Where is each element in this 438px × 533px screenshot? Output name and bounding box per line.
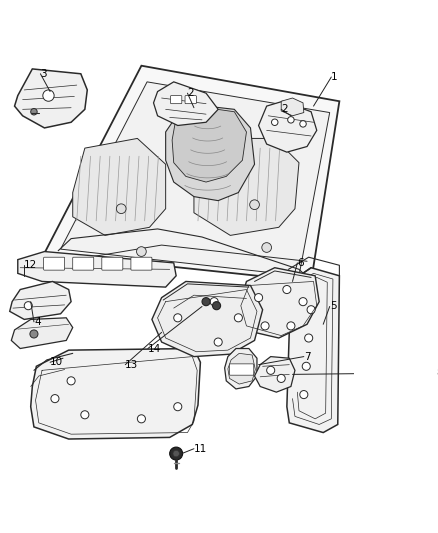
Polygon shape bbox=[10, 281, 71, 319]
Circle shape bbox=[272, 119, 278, 125]
FancyBboxPatch shape bbox=[230, 364, 254, 375]
Text: 6: 6 bbox=[297, 258, 304, 268]
Circle shape bbox=[117, 204, 126, 214]
Circle shape bbox=[202, 297, 210, 306]
Circle shape bbox=[305, 334, 313, 342]
Polygon shape bbox=[287, 268, 339, 433]
Text: 11: 11 bbox=[194, 443, 207, 454]
Circle shape bbox=[138, 415, 145, 423]
Circle shape bbox=[174, 314, 182, 322]
Polygon shape bbox=[73, 139, 166, 236]
Polygon shape bbox=[11, 318, 73, 349]
FancyBboxPatch shape bbox=[131, 257, 152, 270]
Circle shape bbox=[43, 90, 54, 101]
Polygon shape bbox=[154, 82, 218, 125]
Circle shape bbox=[277, 374, 285, 383]
Polygon shape bbox=[258, 101, 317, 152]
Text: 5: 5 bbox=[330, 302, 336, 311]
FancyBboxPatch shape bbox=[44, 257, 65, 270]
Circle shape bbox=[300, 391, 308, 399]
Circle shape bbox=[300, 120, 306, 127]
Circle shape bbox=[30, 330, 38, 338]
Polygon shape bbox=[225, 349, 257, 389]
Circle shape bbox=[51, 394, 59, 402]
Polygon shape bbox=[152, 281, 263, 357]
Text: 2: 2 bbox=[281, 104, 288, 115]
Circle shape bbox=[261, 322, 269, 330]
Text: 14: 14 bbox=[148, 343, 161, 353]
Polygon shape bbox=[60, 82, 330, 276]
Polygon shape bbox=[166, 106, 254, 200]
Polygon shape bbox=[18, 252, 176, 287]
Text: 12: 12 bbox=[24, 260, 38, 270]
Circle shape bbox=[287, 322, 295, 330]
Circle shape bbox=[254, 294, 263, 302]
Circle shape bbox=[31, 109, 37, 115]
Circle shape bbox=[288, 117, 294, 123]
Text: 2: 2 bbox=[187, 88, 194, 98]
Text: 10: 10 bbox=[50, 357, 63, 367]
Circle shape bbox=[302, 362, 310, 370]
FancyBboxPatch shape bbox=[73, 257, 94, 270]
Polygon shape bbox=[238, 268, 319, 338]
Circle shape bbox=[212, 302, 221, 310]
Polygon shape bbox=[172, 108, 247, 182]
Text: 13: 13 bbox=[125, 360, 138, 370]
Text: 7: 7 bbox=[304, 352, 311, 361]
Circle shape bbox=[174, 402, 182, 411]
Circle shape bbox=[67, 377, 75, 385]
FancyBboxPatch shape bbox=[185, 95, 196, 104]
Text: 8: 8 bbox=[436, 368, 438, 378]
Circle shape bbox=[173, 450, 180, 457]
Polygon shape bbox=[31, 349, 201, 439]
FancyBboxPatch shape bbox=[170, 95, 182, 104]
Circle shape bbox=[170, 447, 183, 460]
Circle shape bbox=[234, 314, 242, 322]
Circle shape bbox=[283, 286, 291, 294]
Polygon shape bbox=[44, 66, 339, 281]
Polygon shape bbox=[194, 139, 299, 236]
Text: 4: 4 bbox=[34, 317, 41, 327]
Polygon shape bbox=[14, 69, 87, 128]
Circle shape bbox=[214, 338, 222, 346]
Circle shape bbox=[81, 411, 89, 419]
Polygon shape bbox=[254, 357, 295, 392]
Text: 1: 1 bbox=[331, 72, 338, 82]
Circle shape bbox=[267, 366, 275, 374]
Circle shape bbox=[262, 243, 272, 252]
Circle shape bbox=[137, 247, 146, 256]
Polygon shape bbox=[228, 353, 255, 384]
Circle shape bbox=[210, 297, 218, 306]
FancyBboxPatch shape bbox=[102, 257, 123, 270]
Circle shape bbox=[307, 306, 315, 314]
Text: 3: 3 bbox=[40, 69, 47, 79]
Circle shape bbox=[24, 302, 32, 310]
Circle shape bbox=[299, 297, 307, 306]
Circle shape bbox=[250, 200, 259, 209]
Polygon shape bbox=[281, 98, 304, 116]
